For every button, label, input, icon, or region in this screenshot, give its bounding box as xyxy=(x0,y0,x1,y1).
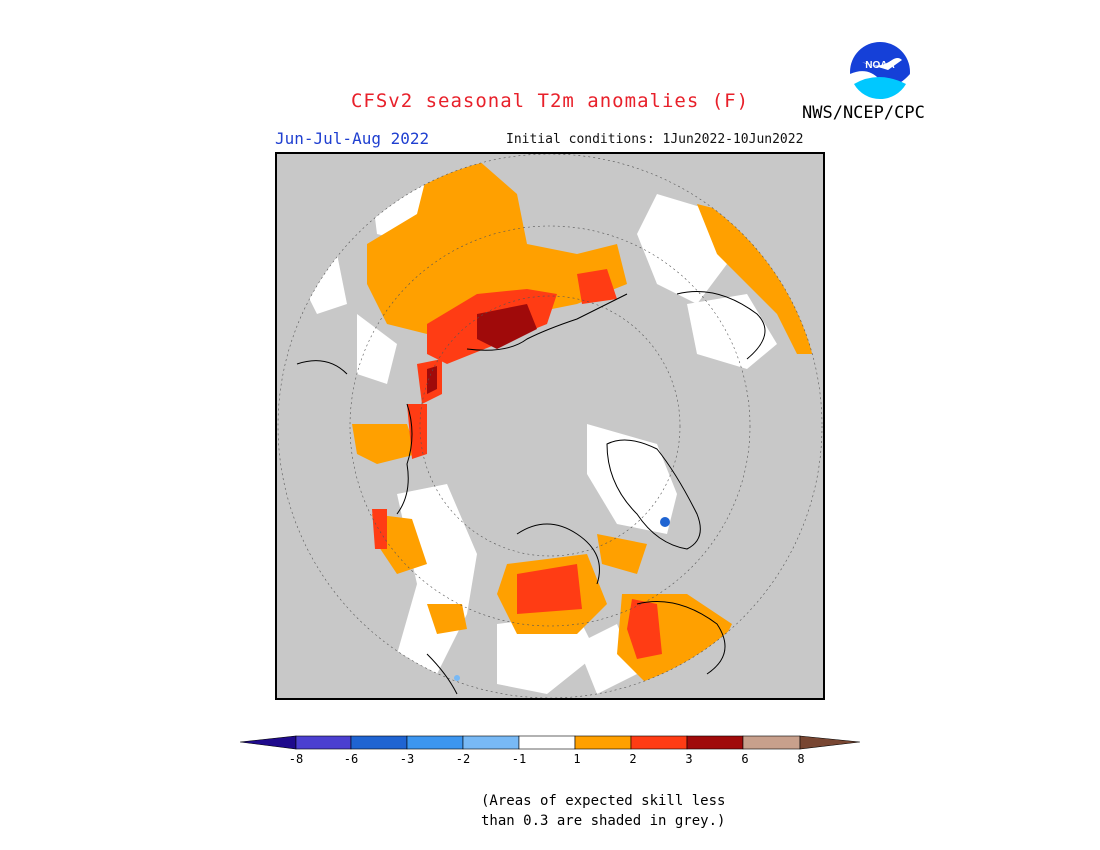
map-canvas xyxy=(277,154,823,698)
forecast-period: Jun-Jul-Aug 2022 xyxy=(275,129,430,148)
colorbar-bin xyxy=(295,735,352,750)
colorbar-tick: -3 xyxy=(399,752,415,766)
colorbar-bin xyxy=(518,735,576,750)
colorbar-bin xyxy=(350,735,408,750)
colorbar-tick: -8 xyxy=(288,752,304,766)
skill-note-line2: than 0.3 are shaded in grey.) xyxy=(481,813,726,829)
colorbar-tick: 6 xyxy=(741,752,749,766)
skill-note: (Areas of expected skill less than 0.3 a… xyxy=(481,791,725,831)
colorbar-tick: 8 xyxy=(797,752,805,766)
colorbar-bin xyxy=(574,735,632,750)
map-title: CFSv2 seasonal T2m anomalies (F) xyxy=(350,90,750,112)
colorbar-arrow-high xyxy=(799,735,860,750)
color-scale xyxy=(240,735,860,750)
agency-label: NWS/NCEP/CPC xyxy=(802,103,925,123)
skill-note-line1: (Areas of expected skill less xyxy=(481,793,726,809)
colorbar-tick: 3 xyxy=(685,752,693,766)
colorbar-tick: 2 xyxy=(629,752,637,766)
colorbar-bin xyxy=(686,735,744,750)
colorbar-tick: -1 xyxy=(511,752,527,766)
graticule xyxy=(277,154,823,698)
colorbar-bin xyxy=(742,735,801,750)
colorbar-tick: 1 xyxy=(573,752,581,766)
colorbar-bin xyxy=(462,735,520,750)
colorbar-tick: -2 xyxy=(455,752,471,766)
colorbar-bin xyxy=(630,735,688,750)
colorbar-arrow-low xyxy=(240,735,297,750)
coastlines xyxy=(296,291,766,695)
initial-conditions: Initial conditions: 1Jun2022-10Jun2022 xyxy=(506,132,804,147)
noaa-logo: NOAA xyxy=(848,40,912,106)
noaa-logo-text: NOAA xyxy=(865,60,894,71)
colorbar-tick: -6 xyxy=(343,752,359,766)
polar-map xyxy=(275,152,825,700)
colorbar-bin xyxy=(406,735,464,750)
